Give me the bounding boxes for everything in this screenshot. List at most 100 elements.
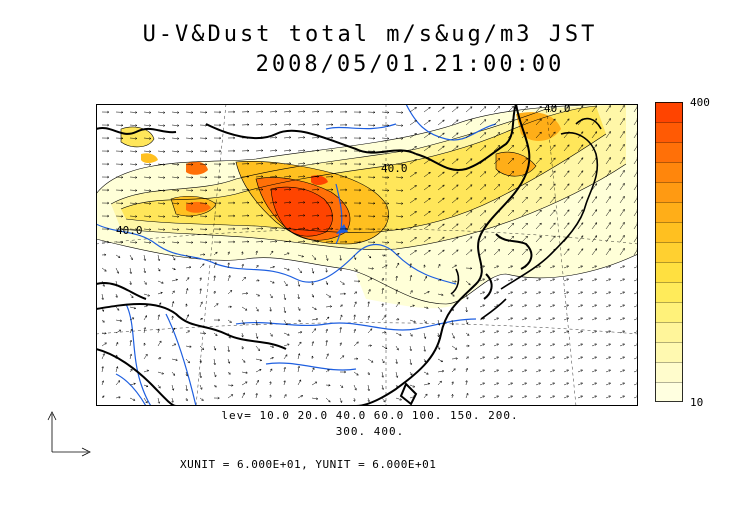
wind-vector xyxy=(605,196,611,204)
wind-vector-head xyxy=(317,240,320,243)
wind-vector xyxy=(171,397,174,403)
wind-vector-head xyxy=(283,380,286,383)
wind-vector-head xyxy=(243,360,246,363)
wind-vector xyxy=(157,189,165,191)
wind-vector xyxy=(451,332,455,339)
wind-vector xyxy=(325,340,328,347)
wind-vector xyxy=(185,137,193,139)
wind-vector xyxy=(563,265,569,269)
wind-vector-head xyxy=(539,118,542,122)
wind-vector xyxy=(367,278,373,282)
wind-vector-head xyxy=(201,398,204,401)
wind-vector-head xyxy=(367,399,370,403)
wind-vector-head xyxy=(145,384,149,388)
wind-vector-head xyxy=(233,188,236,192)
wind-vector-head xyxy=(483,132,487,135)
wind-vector xyxy=(269,394,271,399)
wind-vector xyxy=(283,163,291,165)
wind-vector xyxy=(535,343,541,347)
wind-vector xyxy=(311,137,319,139)
wind-vector xyxy=(255,306,259,312)
wind-vector-head xyxy=(497,171,501,174)
wind-vector-head xyxy=(580,105,584,108)
wind-vector-head xyxy=(428,119,431,123)
wind-vector-head xyxy=(177,124,180,127)
wind-vector xyxy=(591,278,597,282)
wind-vector-head xyxy=(185,303,188,306)
wind-vector xyxy=(325,293,331,298)
wind-vector xyxy=(185,266,192,269)
wind-vector-head xyxy=(245,381,248,384)
wind-vector xyxy=(129,150,137,152)
wind-vector-head xyxy=(359,110,362,114)
wind-vector xyxy=(633,279,638,282)
wind-vector xyxy=(227,358,230,364)
wind-vector-head xyxy=(317,214,320,217)
wind-vector-head xyxy=(275,149,278,152)
wind-vector-head xyxy=(497,197,501,200)
wind-vector xyxy=(423,319,427,324)
wind-vector xyxy=(535,248,542,256)
wind-vector xyxy=(339,254,342,261)
wind-vector-head xyxy=(465,310,468,313)
wind-vector xyxy=(535,105,542,113)
wind-vector-head xyxy=(483,119,487,122)
wind-vector xyxy=(143,342,145,347)
wind-vector-head xyxy=(107,240,110,244)
wind-vector-head xyxy=(387,215,390,218)
wind-vector-head xyxy=(373,137,376,140)
wind-vector-head xyxy=(146,369,150,373)
wind-vector xyxy=(185,124,193,126)
wind-vector xyxy=(605,235,611,243)
wind-vector xyxy=(619,304,625,308)
wind-vector-head xyxy=(261,149,264,152)
wind-vector xyxy=(423,145,431,152)
wind-vector-head xyxy=(483,236,487,239)
wind-vector-head xyxy=(510,356,514,359)
wind-vector xyxy=(479,278,485,282)
wind-vector-head xyxy=(452,336,455,339)
wind-vector xyxy=(297,254,304,257)
wind-vector-head xyxy=(261,162,264,165)
wind-vector-head xyxy=(135,124,138,127)
wind-vector-head xyxy=(345,188,348,192)
wind-vector xyxy=(619,317,625,321)
wind-vector xyxy=(549,118,556,126)
wind-vector xyxy=(143,111,151,113)
wind-vector xyxy=(171,290,175,295)
wind-vector-head xyxy=(144,315,147,318)
wind-vector-head xyxy=(160,291,163,295)
wind-vector-head xyxy=(608,291,612,294)
wind-vector-head xyxy=(270,368,273,371)
wind-vector-head xyxy=(423,336,427,340)
wind-vector xyxy=(451,306,454,311)
wind-vector-head xyxy=(145,304,149,308)
wind-vector-head xyxy=(247,201,250,204)
wind-vector xyxy=(101,319,105,323)
wind-vector-head xyxy=(413,395,417,398)
wind-vector-head xyxy=(331,227,334,230)
wind-vector xyxy=(591,170,598,178)
wind-vector-head xyxy=(580,248,584,251)
wind-vector xyxy=(535,369,541,373)
wind-vector-head xyxy=(456,184,459,187)
wind-vector-head xyxy=(359,214,362,218)
wind-vector-head xyxy=(303,149,306,152)
wind-vector-head xyxy=(553,235,556,238)
wind-vector xyxy=(283,189,291,191)
wind-vector xyxy=(423,119,431,126)
wind-vector xyxy=(507,171,514,178)
wind-vector-head xyxy=(369,344,373,347)
wind-vector-head xyxy=(442,210,445,213)
wind-vector-head xyxy=(608,395,612,398)
wind-vector-head xyxy=(121,215,124,218)
wind-vector-head xyxy=(331,201,334,204)
wind-vector xyxy=(633,318,638,321)
wind-vector xyxy=(367,289,371,295)
wind-vector xyxy=(493,119,500,126)
wind-vector xyxy=(129,163,137,165)
wind-vector xyxy=(157,202,165,204)
wind-vector xyxy=(129,241,137,243)
wind-vector xyxy=(465,197,473,204)
wind-vector-head xyxy=(107,136,110,140)
